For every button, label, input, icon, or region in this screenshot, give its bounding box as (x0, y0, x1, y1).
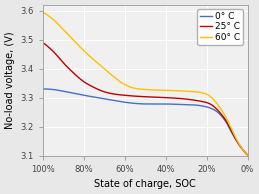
0° C (195, 104, 198, 106)
Y-axis label: No-load voltage, (V): No-load voltage, (V) (5, 31, 15, 129)
X-axis label: State of charge, SOC: State of charge, SOC (94, 179, 196, 189)
Line: 60° C: 60° C (43, 12, 248, 155)
Legend: 0° C, 25° C, 60° C: 0° C, 25° C, 60° C (197, 9, 243, 44)
25° C (162, 96, 165, 99)
0° C (77, 93, 81, 95)
25° C (41, 42, 44, 44)
60° C (94, 60, 97, 62)
0° C (246, 153, 249, 156)
25° C (77, 77, 81, 79)
25° C (246, 154, 249, 156)
0° C (134, 102, 137, 105)
60° C (41, 11, 44, 14)
25° C (195, 100, 198, 102)
0° C (94, 96, 97, 98)
0° C (178, 103, 181, 106)
Line: 0° C: 0° C (43, 89, 248, 155)
0° C (162, 103, 165, 105)
25° C (134, 95, 137, 97)
25° C (178, 97, 181, 100)
25° C (94, 87, 97, 89)
0° C (41, 88, 44, 90)
60° C (178, 90, 181, 92)
60° C (134, 87, 137, 90)
60° C (246, 154, 249, 156)
60° C (195, 91, 198, 93)
60° C (77, 45, 81, 47)
Line: 25° C: 25° C (43, 43, 248, 155)
60° C (162, 89, 165, 91)
